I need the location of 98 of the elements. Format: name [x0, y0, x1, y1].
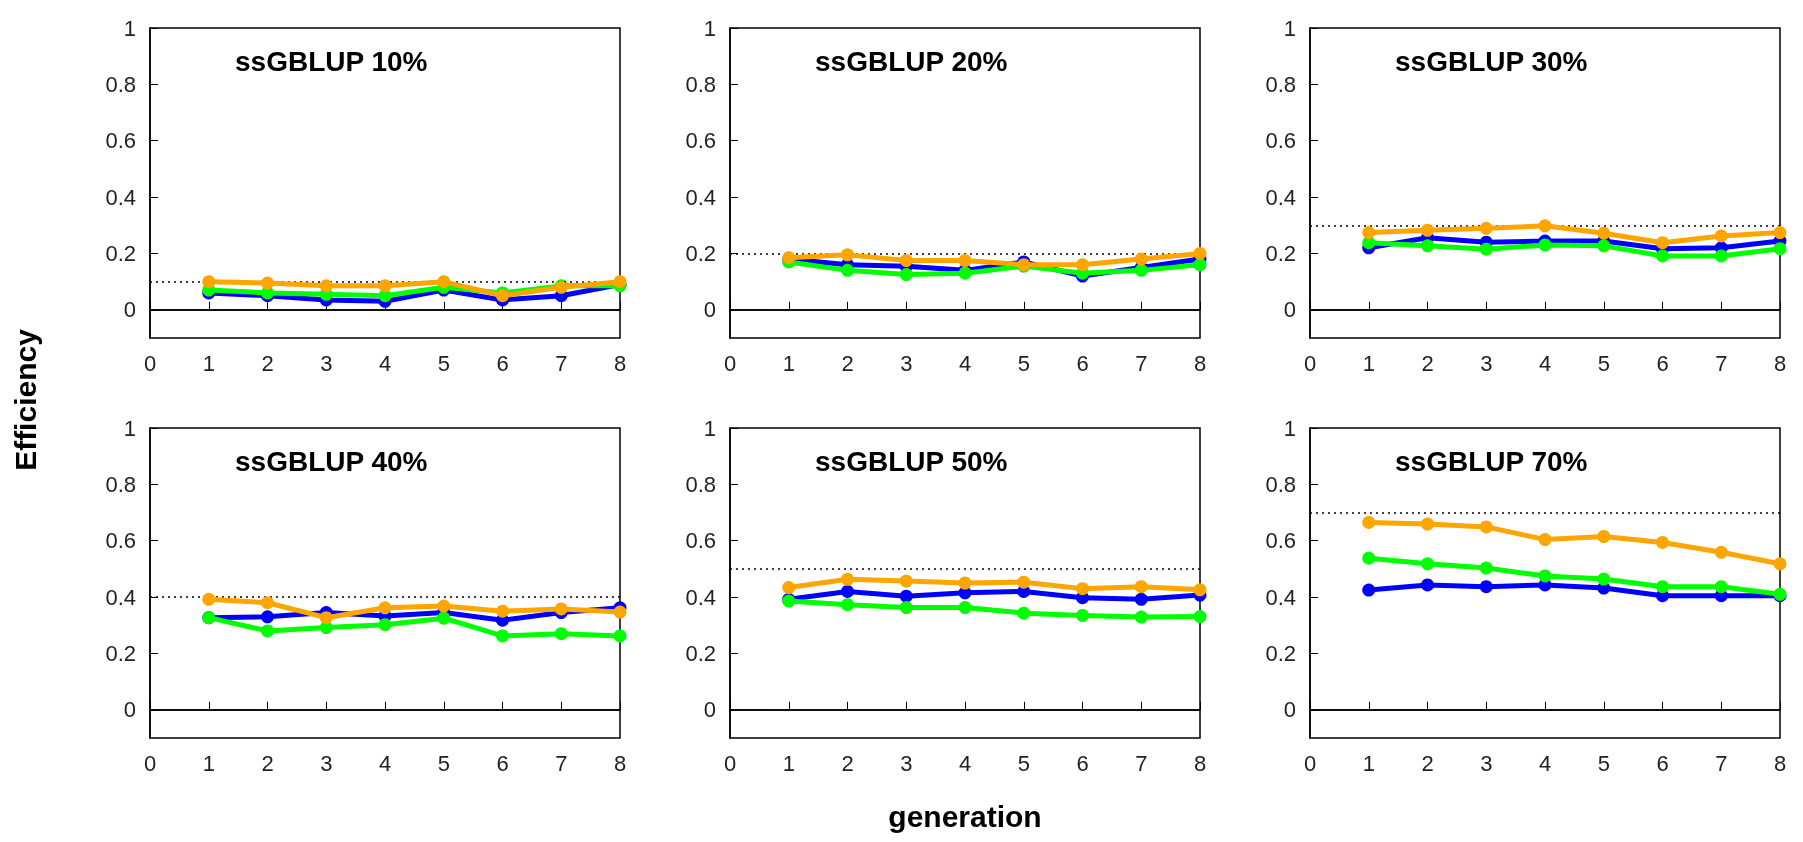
- y-tick-label: 0.6: [105, 528, 136, 554]
- x-tick-label: 8: [1193, 750, 1207, 776]
- x-tick-label: 5: [437, 350, 450, 376]
- y-tick-label: 1: [703, 15, 716, 41]
- y-tick-label: 0.6: [105, 128, 136, 154]
- y-tick-label: 0.6: [685, 128, 716, 154]
- x-tick-label: 5: [1597, 350, 1610, 376]
- x-tick-label: 5: [1597, 750, 1610, 776]
- x-tick-label: 4: [1538, 350, 1552, 376]
- x-tick-label: 1: [782, 750, 795, 776]
- x-tick-label: 8: [1193, 350, 1207, 376]
- text: ssGBLUP 70%: [1395, 445, 1588, 477]
- y-tick-label: 0.8: [1265, 71, 1296, 97]
- text: ssGBLUP 30%: [1395, 45, 1588, 77]
- y-tick-label: 0.2: [1265, 640, 1296, 666]
- x-tick-label: 0: [1303, 750, 1317, 776]
- x-tick-label: 7: [1135, 750, 1148, 776]
- x-tick-label: 5: [437, 750, 450, 776]
- y-tick-label: 0.4: [105, 184, 136, 210]
- y-tick-label: 1: [1283, 15, 1296, 41]
- y-tick-label: 0.8: [1265, 471, 1296, 497]
- y-tick-label: 0: [1283, 297, 1296, 323]
- y-tick-label: 0.8: [105, 71, 136, 97]
- y-tick-label: 0.2: [105, 640, 136, 666]
- x-tick-label: 3: [1480, 750, 1493, 776]
- x-tick-label: 0: [1303, 350, 1317, 376]
- y-tick-label: 0.2: [1265, 240, 1296, 266]
- y-tick-label: 0: [703, 697, 716, 723]
- x-tick-label: 2: [1421, 750, 1434, 776]
- x-tick-label: 2: [261, 350, 274, 376]
- y-tick-label: 0.2: [685, 240, 716, 266]
- y-tick-label: 0.2: [105, 240, 136, 266]
- x-tick-label: 8: [613, 350, 627, 376]
- y-tick-label: 0.4: [685, 584, 716, 610]
- y-tick-label: 1: [123, 15, 136, 41]
- y-tick-label: 1: [703, 415, 716, 441]
- x-tick-label: 7: [1715, 750, 1728, 776]
- x-tick-label: 6: [496, 350, 509, 376]
- x-tick-label: 0: [723, 750, 737, 776]
- text: ssGBLUP 50%: [815, 445, 1008, 477]
- x-tick-label: 3: [900, 350, 913, 376]
- x-tick-label: 7: [1715, 350, 1728, 376]
- x-tick-label: 6: [496, 750, 509, 776]
- x-tick-label: 3: [900, 750, 913, 776]
- y-tick-label: 0: [1283, 697, 1296, 723]
- x-tick-label: 4: [378, 350, 392, 376]
- x-tick-label: 4: [958, 350, 972, 376]
- x-tick-label: 2: [841, 750, 854, 776]
- x-tick-label: 6: [1076, 350, 1089, 376]
- y-axis-title: Efficiency: [9, 329, 43, 471]
- x-tick-label: 2: [261, 750, 274, 776]
- x-tick-label: 3: [1480, 350, 1493, 376]
- x-tick-label: 8: [613, 750, 627, 776]
- x-tick-label: 1: [782, 350, 795, 376]
- x-tick-label: 1: [202, 750, 215, 776]
- x-tick-label: 2: [1421, 350, 1434, 376]
- y-tick-label: 0.8: [685, 471, 716, 497]
- x-tick-label: 1: [202, 350, 215, 376]
- x-tick-label: 6: [1656, 750, 1669, 776]
- x-tick-label: 7: [1135, 350, 1148, 376]
- x-tick-label: 5: [1017, 750, 1030, 776]
- text: ssGBLUP 40%: [235, 445, 428, 477]
- x-axis-title: generation: [888, 800, 1042, 834]
- y-tick-label: 1: [123, 415, 136, 441]
- x-tick-label: 7: [555, 750, 568, 776]
- x-tick-label: 6: [1076, 750, 1089, 776]
- y-tick-label: 0: [123, 297, 136, 323]
- x-tick-label: 2: [841, 350, 854, 376]
- x-tick-label: 8: [1773, 750, 1787, 776]
- x-tick-label: 3: [320, 350, 333, 376]
- x-tick-label: 8: [1773, 350, 1787, 376]
- y-tick-label: 0.2: [685, 640, 716, 666]
- y-tick-label: 0.8: [685, 71, 716, 97]
- y-tick-label: 0.6: [685, 528, 716, 554]
- x-tick-label: 4: [1538, 750, 1552, 776]
- x-tick-label: 4: [378, 750, 392, 776]
- y-tick-label: 0.4: [1265, 584, 1296, 610]
- x-tick-label: 0: [723, 350, 737, 376]
- y-tick-label: 0: [703, 297, 716, 323]
- y-tick-label: 0.6: [1265, 128, 1296, 154]
- y-tick-label: 0.4: [105, 584, 136, 610]
- y-tick-label: 0: [123, 697, 136, 723]
- y-tick-label: 1: [1283, 415, 1296, 441]
- y-tick-label: 0.8: [105, 471, 136, 497]
- x-tick-label: 0: [143, 750, 157, 776]
- x-tick-label: 6: [1656, 350, 1669, 376]
- x-tick-label: 1: [1362, 350, 1375, 376]
- x-tick-label: 7: [555, 350, 568, 376]
- text: ssGBLUP 10%: [235, 45, 428, 77]
- x-tick-label: 0: [143, 350, 157, 376]
- x-tick-label: 5: [1017, 350, 1030, 376]
- y-tick-label: 0.4: [1265, 184, 1296, 210]
- x-tick-label: 3: [320, 750, 333, 776]
- x-tick-label: 4: [958, 750, 972, 776]
- y-tick-label: 0.6: [1265, 528, 1296, 554]
- y-tick-label: 0.4: [685, 184, 716, 210]
- text: ssGBLUP 20%: [815, 45, 1008, 77]
- x-tick-label: 1: [1362, 750, 1375, 776]
